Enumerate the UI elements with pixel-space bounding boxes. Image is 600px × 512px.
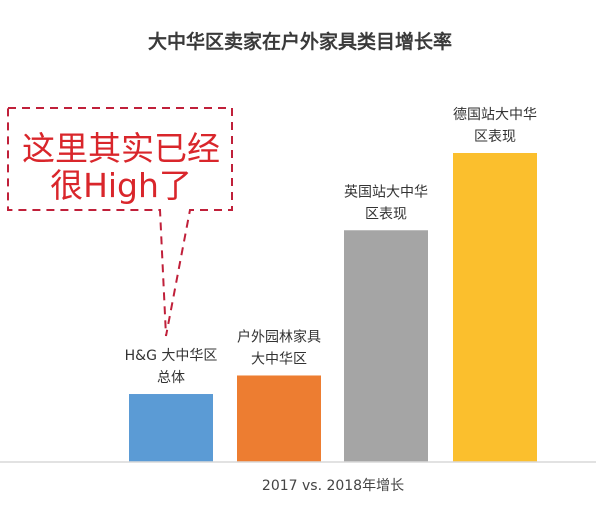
bar-label-1-1: 大中华区 [251,351,307,367]
chart-title: 大中华区卖家在户外家具类目增长率 [148,30,452,53]
callout-line-1: 这里其实已经 [22,129,220,168]
bar-label-2-1: 区表现 [365,206,407,222]
bar-label-2-0: 英国站大中华 [344,183,428,200]
callout-bubble [7,107,233,337]
bar-label-3-1: 区表现 [474,129,516,145]
x-axis-label: 2017 vs. 2018年增长 [262,478,404,494]
bar-0 [129,394,213,462]
bar-1 [237,375,321,462]
bar-3 [453,153,537,462]
bar-label-1-0: 户外园林家具 [237,328,321,345]
bar-label-0-0: H&G 大中华区 [125,348,218,364]
bar-2 [344,230,428,462]
bar-label-0-1: 总体 [157,370,185,386]
callout-line-2: 很High了 [50,166,192,205]
bar-label-3-0: 德国站大中华 [453,107,537,123]
